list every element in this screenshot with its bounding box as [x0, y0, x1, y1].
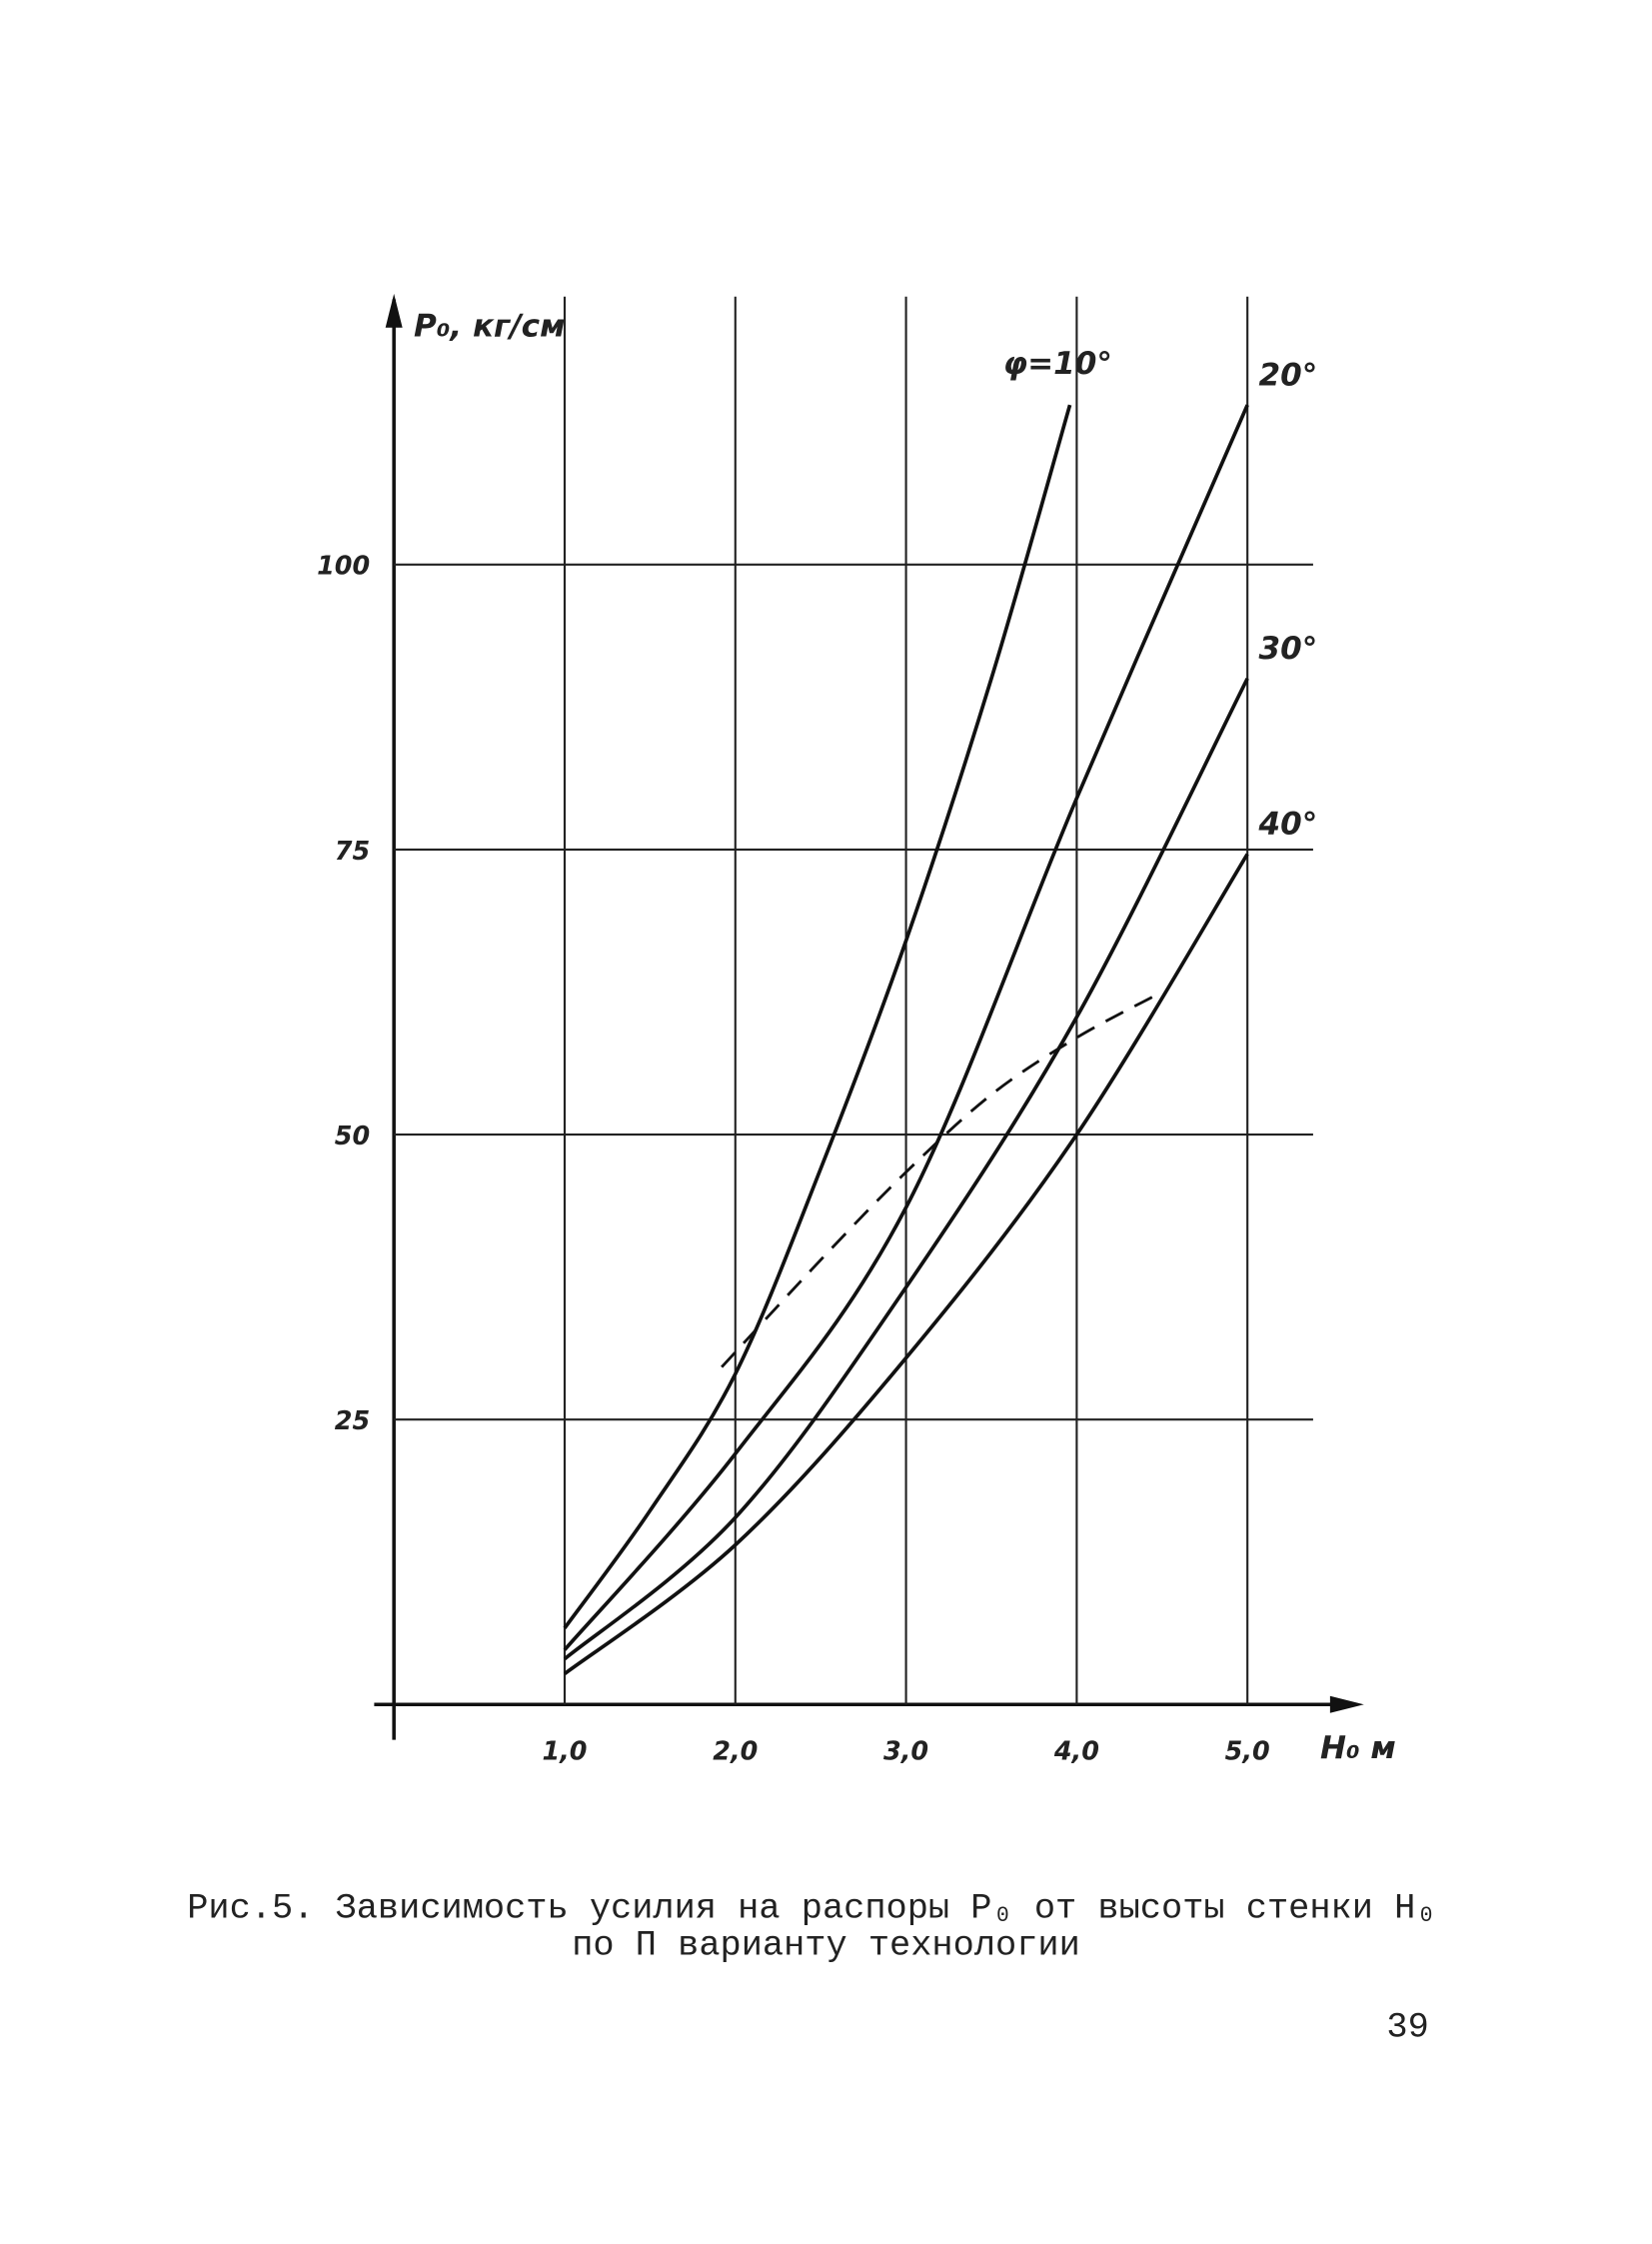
curve — [563, 404, 1249, 1651]
dashed-curve — [721, 991, 1163, 1368]
y-tick-label: 50 — [335, 1121, 370, 1150]
curve-label: φ=10° — [1003, 346, 1112, 382]
curve-label: 30° — [1258, 631, 1317, 667]
x-tick-label: 5,0 — [1225, 1735, 1270, 1765]
curve — [563, 678, 1249, 1661]
x-tick-label: 2,0 — [713, 1735, 758, 1765]
x-axis-label: H₀ м — [1320, 1730, 1396, 1766]
page-number: 39 — [1386, 2007, 1428, 2047]
x-tick-label: 1,0 — [542, 1735, 587, 1765]
y-tick-label: 75 — [335, 836, 370, 866]
caption-line: по П варианту технологии — [572, 1925, 1080, 1965]
y-axis-label: P₀, кг/см — [414, 308, 566, 344]
curve — [563, 853, 1249, 1675]
y-tick-label: 100 — [317, 551, 370, 581]
y-tick-label: 25 — [335, 1405, 370, 1435]
caption-line: Рис.5. Зависимость усилия на распоры P₀ … — [187, 1889, 1436, 1929]
curve-label: 20° — [1258, 357, 1317, 393]
curve — [563, 404, 1072, 1629]
x-arrow — [1329, 1695, 1364, 1713]
y-arrow — [385, 293, 403, 328]
x-tick-label: 4,0 — [1053, 1735, 1099, 1765]
x-tick-label: 3,0 — [883, 1735, 928, 1765]
curve-label: 40° — [1257, 807, 1317, 843]
